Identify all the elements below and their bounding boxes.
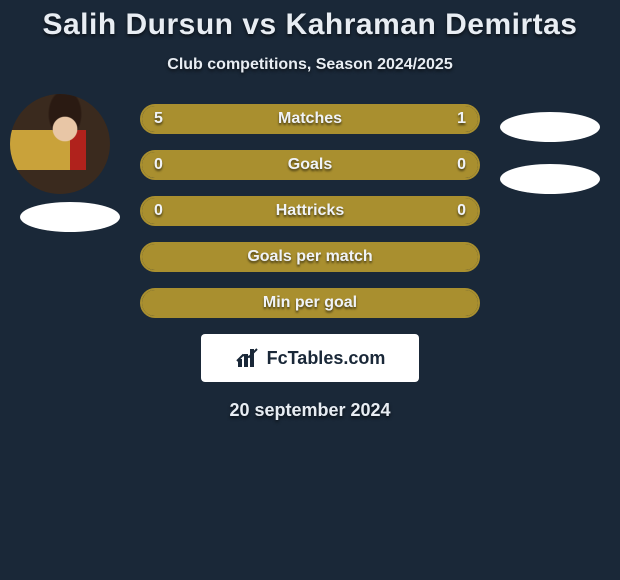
stat-label: Hattricks [142, 198, 478, 224]
subtitle: Club competitions, Season 2024/2025 [0, 56, 620, 74]
value-right: 1 [457, 106, 466, 132]
value-right: 0 [457, 198, 466, 224]
comparison-area: 5 Matches 1 0 Goals 0 0 Hattricks 0 Goal… [0, 104, 620, 421]
stat-row-goals-per-match: Goals per match [140, 242, 480, 272]
logo-text: FcTables.com [267, 348, 386, 369]
chart-icon [235, 347, 261, 369]
stat-row-goals: 0 Goals 0 [140, 150, 480, 180]
stat-label: Matches [142, 106, 478, 132]
player-left-club-badge [20, 202, 120, 232]
player-left-avatar [10, 94, 110, 194]
stat-label: Goals [142, 152, 478, 178]
stat-label: Min per goal [142, 290, 478, 316]
site-logo: FcTables.com [201, 334, 419, 382]
player-right-avatar [500, 112, 600, 142]
stat-label: Goals per match [142, 244, 478, 270]
player-right-club-badge [500, 164, 600, 194]
stat-row-hattricks: 0 Hattricks 0 [140, 196, 480, 226]
stat-row-min-per-goal: Min per goal [140, 288, 480, 318]
date-label: 20 september 2024 [0, 400, 620, 421]
page-title: Salih Dursun vs Kahraman Demirtas [0, 0, 620, 42]
value-right: 0 [457, 152, 466, 178]
stat-row-matches: 5 Matches 1 [140, 104, 480, 134]
stat-rows: 5 Matches 1 0 Goals 0 0 Hattricks 0 Goal… [140, 104, 480, 318]
